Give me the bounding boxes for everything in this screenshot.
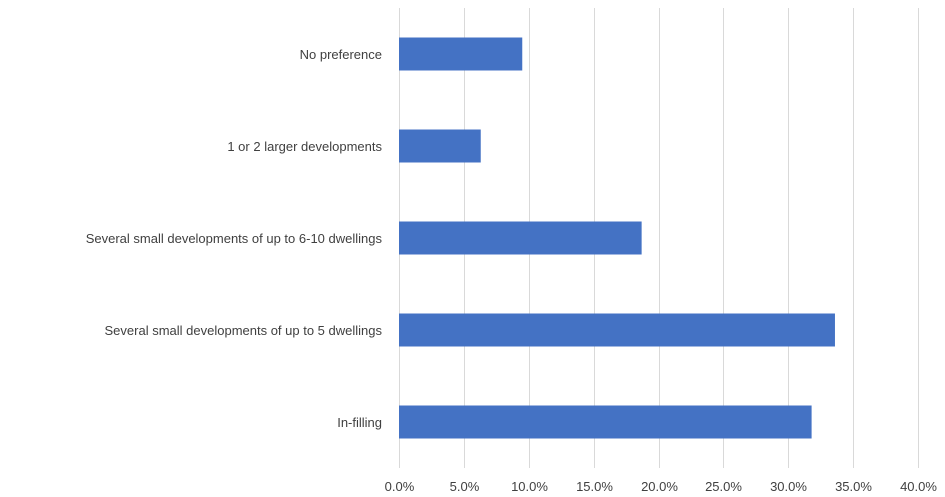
category-label: 1 or 2 larger developments	[227, 139, 382, 154]
category-label: No preference	[300, 47, 382, 62]
bar	[399, 37, 523, 71]
x-tick-label: 35.0%	[835, 479, 872, 494]
x-tick-label: 20.0%	[641, 479, 678, 494]
x-tick-label: 0.0%	[385, 479, 415, 494]
x-tick-label: 5.0%	[450, 479, 480, 494]
x-tick-label: 10.0%	[511, 479, 548, 494]
x-tick-label: 15.0%	[576, 479, 613, 494]
x-axis-tick-labels: 0.0% 5.0% 10.0% 15.0% 20.0% 25.0% 30.0% 35.0% 40…	[385, 479, 938, 494]
bar	[399, 313, 835, 347]
category-label: Several small developments of up to 5 dw…	[105, 323, 383, 338]
category-labels: No preference 1 or 2 larger developments S…	[86, 47, 383, 430]
bar	[399, 405, 812, 439]
x-tick-label: 25.0%	[705, 479, 742, 494]
category-label: Several small developments of up to 6-10…	[86, 231, 383, 246]
x-tick-label: 40.0%	[900, 479, 937, 494]
bars	[399, 37, 835, 439]
gridlines	[399, 8, 919, 468]
x-tick-label: 30.0%	[770, 479, 807, 494]
category-label: In-filling	[337, 415, 382, 430]
bar	[399, 221, 642, 255]
bar	[399, 129, 481, 163]
